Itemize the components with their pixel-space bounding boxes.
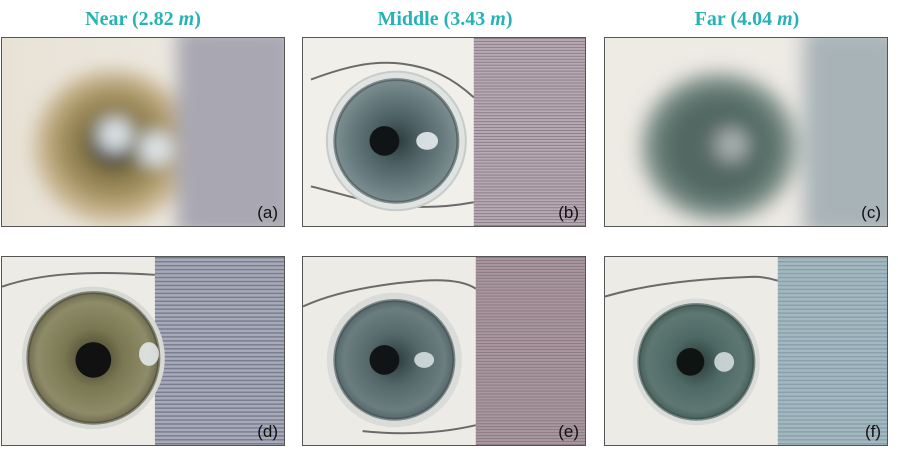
panel-label-f: (f) xyxy=(864,422,881,441)
column-title-middle-text: Middle (3.43 xyxy=(377,8,491,30)
column-title-far-close: ) xyxy=(792,8,800,30)
column-title-near-unit: m xyxy=(178,8,195,30)
column-title-near-text: Near (2.82 xyxy=(85,8,179,30)
column-title-far-unit: m xyxy=(777,8,793,30)
eye-photo-a xyxy=(2,38,284,226)
column-title-middle-unit: m xyxy=(490,8,506,30)
eye-photo-f xyxy=(605,257,887,445)
panel-e: (e) xyxy=(302,256,586,446)
panel-label-a: (a) xyxy=(257,203,278,222)
panel-label-b: (b) xyxy=(558,203,579,222)
panel-label-d: (d) xyxy=(257,422,278,441)
eye-photo-e xyxy=(303,257,585,445)
panel-label-c: (c) xyxy=(861,203,881,222)
panel-label-e: (e) xyxy=(558,422,579,441)
panel-d: (d) xyxy=(1,256,285,446)
column-title-near-close: ) xyxy=(194,8,201,30)
eye-photo-b xyxy=(303,38,585,226)
panel-a: (a) xyxy=(1,37,285,227)
column-title-near: Near (2.82 m) xyxy=(0,8,286,31)
column-title-far-text: Far (4.04 xyxy=(694,8,778,30)
eye-photo-d xyxy=(2,257,284,445)
eye-photo-c xyxy=(605,38,887,226)
panel-f: (f) xyxy=(604,256,888,446)
column-title-far: Far (4.04 m) xyxy=(604,8,890,31)
column-title-middle: Middle (3.43 m) xyxy=(302,8,588,31)
panel-b: (b) xyxy=(302,37,586,227)
column-title-middle-close: ) xyxy=(505,8,513,30)
panel-c: (c) xyxy=(604,37,888,227)
